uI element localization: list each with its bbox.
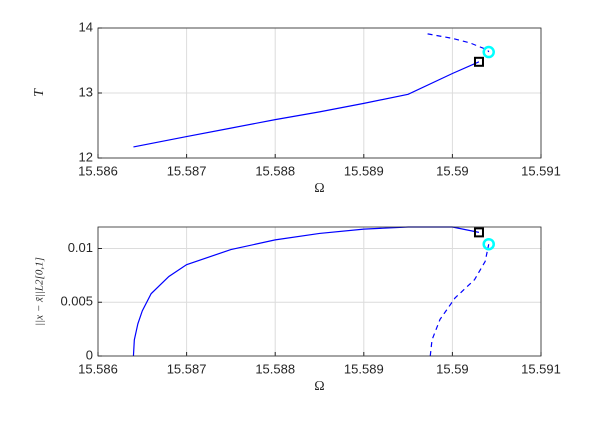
curve [429, 244, 490, 357]
x-tick-label: 15.586 [78, 163, 118, 178]
circle-marker [482, 237, 495, 251]
x-tick-label: 15.59 [436, 163, 469, 178]
x-tick-label: 15.588 [255, 163, 295, 178]
x-tick-label: 15.588 [255, 361, 295, 376]
plot-area [98, 227, 541, 356]
y-tick-label: 0.01 [68, 240, 93, 255]
axes-box [97, 226, 542, 357]
square-marker [473, 227, 484, 238]
x-tick-label: 15.591 [521, 361, 561, 376]
x-tick-label: 15.591 [521, 163, 561, 178]
x-tick-label: 15.586 [78, 361, 118, 376]
square-marker [473, 56, 484, 67]
y-tick-label: 12 [79, 149, 93, 164]
curve [133, 61, 480, 148]
x-axis-label: Ω [314, 379, 324, 394]
curve [427, 33, 490, 53]
x-tick-label: 15.589 [344, 361, 384, 376]
y-axis-label: ||x − x̃||L2[0,1] [34, 257, 46, 326]
circle-marker [482, 45, 495, 59]
y-tick-label: 0 [86, 347, 93, 362]
y-tick-label: 0.005 [60, 294, 93, 309]
y-tick-label: 13 [79, 84, 93, 99]
x-tick-label: 15.589 [344, 163, 384, 178]
x-axis-label: Ω [314, 181, 324, 196]
y-tick-label: 14 [79, 19, 93, 34]
y-axis-label: T [32, 88, 47, 97]
x-tick-label: 15.587 [167, 361, 207, 376]
x-tick-label: 15.587 [167, 163, 207, 178]
x-tick-label: 15.59 [436, 361, 469, 376]
axes-box [97, 27, 542, 159]
